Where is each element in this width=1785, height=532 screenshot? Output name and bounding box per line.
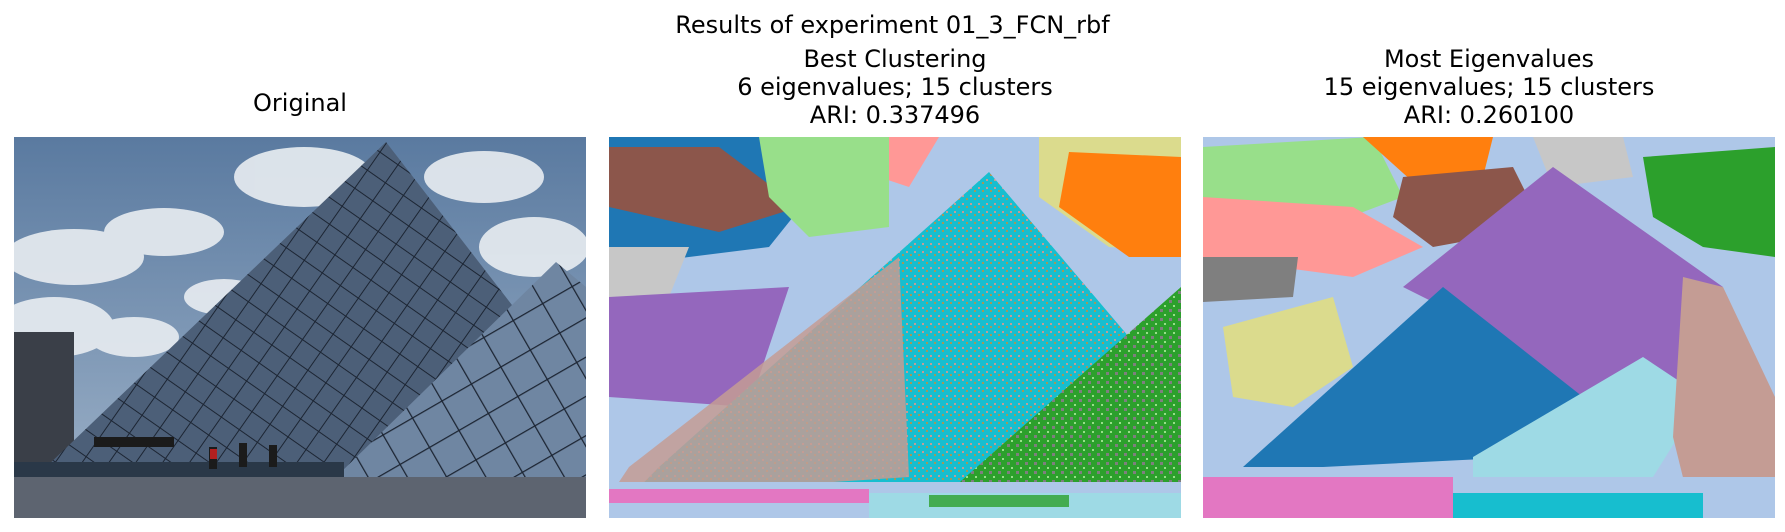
panel-best-clustering: Best Clustering 6 eigenvalues; 15 cluste… (609, 0, 1181, 532)
most-eigenvalues-image (1203, 137, 1775, 518)
panel-title-line: ARI: 0.260100 (1403, 101, 1575, 129)
original-image (14, 137, 586, 518)
panel-title-line: ARI: 0.337496 (809, 101, 981, 129)
panel-title-line: Most Eigenvalues (1383, 45, 1595, 73)
panel-title-line: 6 eigenvalues; 15 clusters (737, 73, 1053, 101)
panel-most-eigenvalues: Most Eigenvalues 15 eigenvalues; 15 clus… (1203, 0, 1775, 532)
best-clustering-image (609, 137, 1181, 518)
figure-title: Results of experiment 01_3_FCN_rbf (675, 11, 1110, 39)
panel-title-line: 15 eigenvalues; 15 clusters (1323, 73, 1655, 101)
panel-title-line: Original (253, 89, 347, 117)
panel-title-line: Best Clustering (803, 45, 987, 73)
panel-original: Original (14, 0, 586, 532)
